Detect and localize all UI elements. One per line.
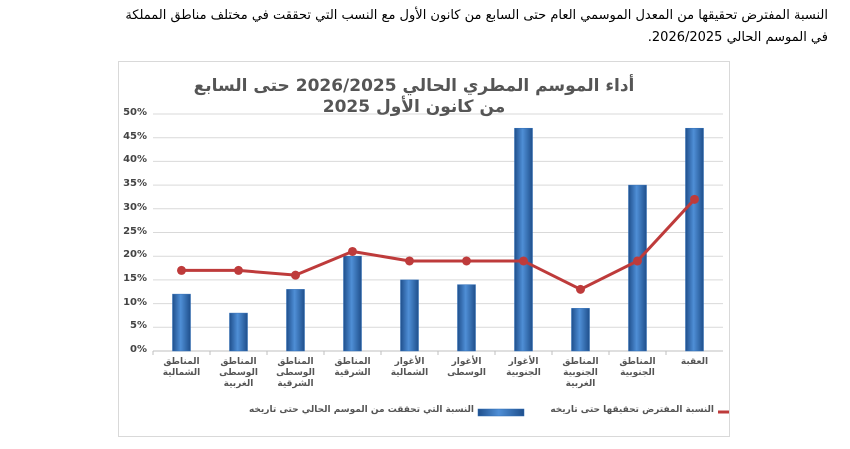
y-tick-label: 50% <box>123 107 147 118</box>
y-tick-label: 35% <box>123 178 147 190</box>
bar <box>343 255 362 352</box>
line-point <box>405 256 414 266</box>
bar <box>172 293 191 352</box>
legend-label: النسبة التي تحققت من الموسم الحالي حتى ت… <box>248 405 474 415</box>
paragraph-line: النسبة المفترض تحقيقها من المعدل الموسمي… <box>125 8 828 23</box>
bar <box>457 284 476 352</box>
x-tick-label: المناطق الوسطى الغربية <box>219 357 258 389</box>
bar <box>229 312 248 352</box>
bar <box>571 308 590 352</box>
line-point <box>519 256 528 266</box>
paragraph-line: في الموسم الحالي 2026/2025. <box>647 30 828 45</box>
x-tick-label: الأغوار الشمالية <box>390 357 429 378</box>
x-tick-label: الأغوار الجنوبية <box>506 357 541 378</box>
y-tick-label: 5% <box>130 320 147 332</box>
bar <box>286 289 305 352</box>
chart: أداء الموسم المطري الحالي 2026/2025 حتى … <box>118 61 730 437</box>
y-tick-label: 0% <box>130 344 147 355</box>
legend-swatch <box>477 408 525 417</box>
bar <box>514 127 533 352</box>
legend-label: النسبة المفترض تحقيقها حتى تاريخه <box>550 405 714 415</box>
chart-title: أداء الموسم المطري الحالي 2026/2025 حتى … <box>193 76 635 117</box>
x-tick-label: المناطق الشمالية <box>162 357 201 378</box>
line-point <box>348 246 357 256</box>
y-tick-label: 10% <box>123 296 147 308</box>
line-point <box>576 284 585 294</box>
y-tick-label: 25% <box>123 225 147 237</box>
line-point <box>291 270 300 280</box>
y-tick-label: 45% <box>123 130 147 142</box>
x-tick-label: العقبة <box>680 357 709 367</box>
x-tick-label: المناطق الشرقية <box>334 357 371 378</box>
y-tick-label: 20% <box>123 249 147 261</box>
chart-svg <box>152 113 729 417</box>
bar <box>400 279 419 352</box>
y-tick-label: 40% <box>123 154 147 166</box>
line-point <box>462 256 471 266</box>
line-point <box>633 256 642 266</box>
line-point <box>177 265 186 275</box>
y-tick-label: 15% <box>123 272 147 284</box>
x-tick-label: الأغوار الوسطى <box>447 357 486 378</box>
line-point <box>690 194 699 204</box>
line-point <box>234 265 243 275</box>
bar <box>685 127 704 352</box>
x-tick-label: المناطق الجنوبية <box>619 357 656 378</box>
y-tick-label: 30% <box>123 201 147 213</box>
x-tick-label: المناطق الجنوبية الغربية <box>562 357 599 389</box>
bar <box>628 184 647 352</box>
line <box>181 198 696 292</box>
x-tick-label: المناطق الوسطى الشرقية <box>276 357 315 389</box>
